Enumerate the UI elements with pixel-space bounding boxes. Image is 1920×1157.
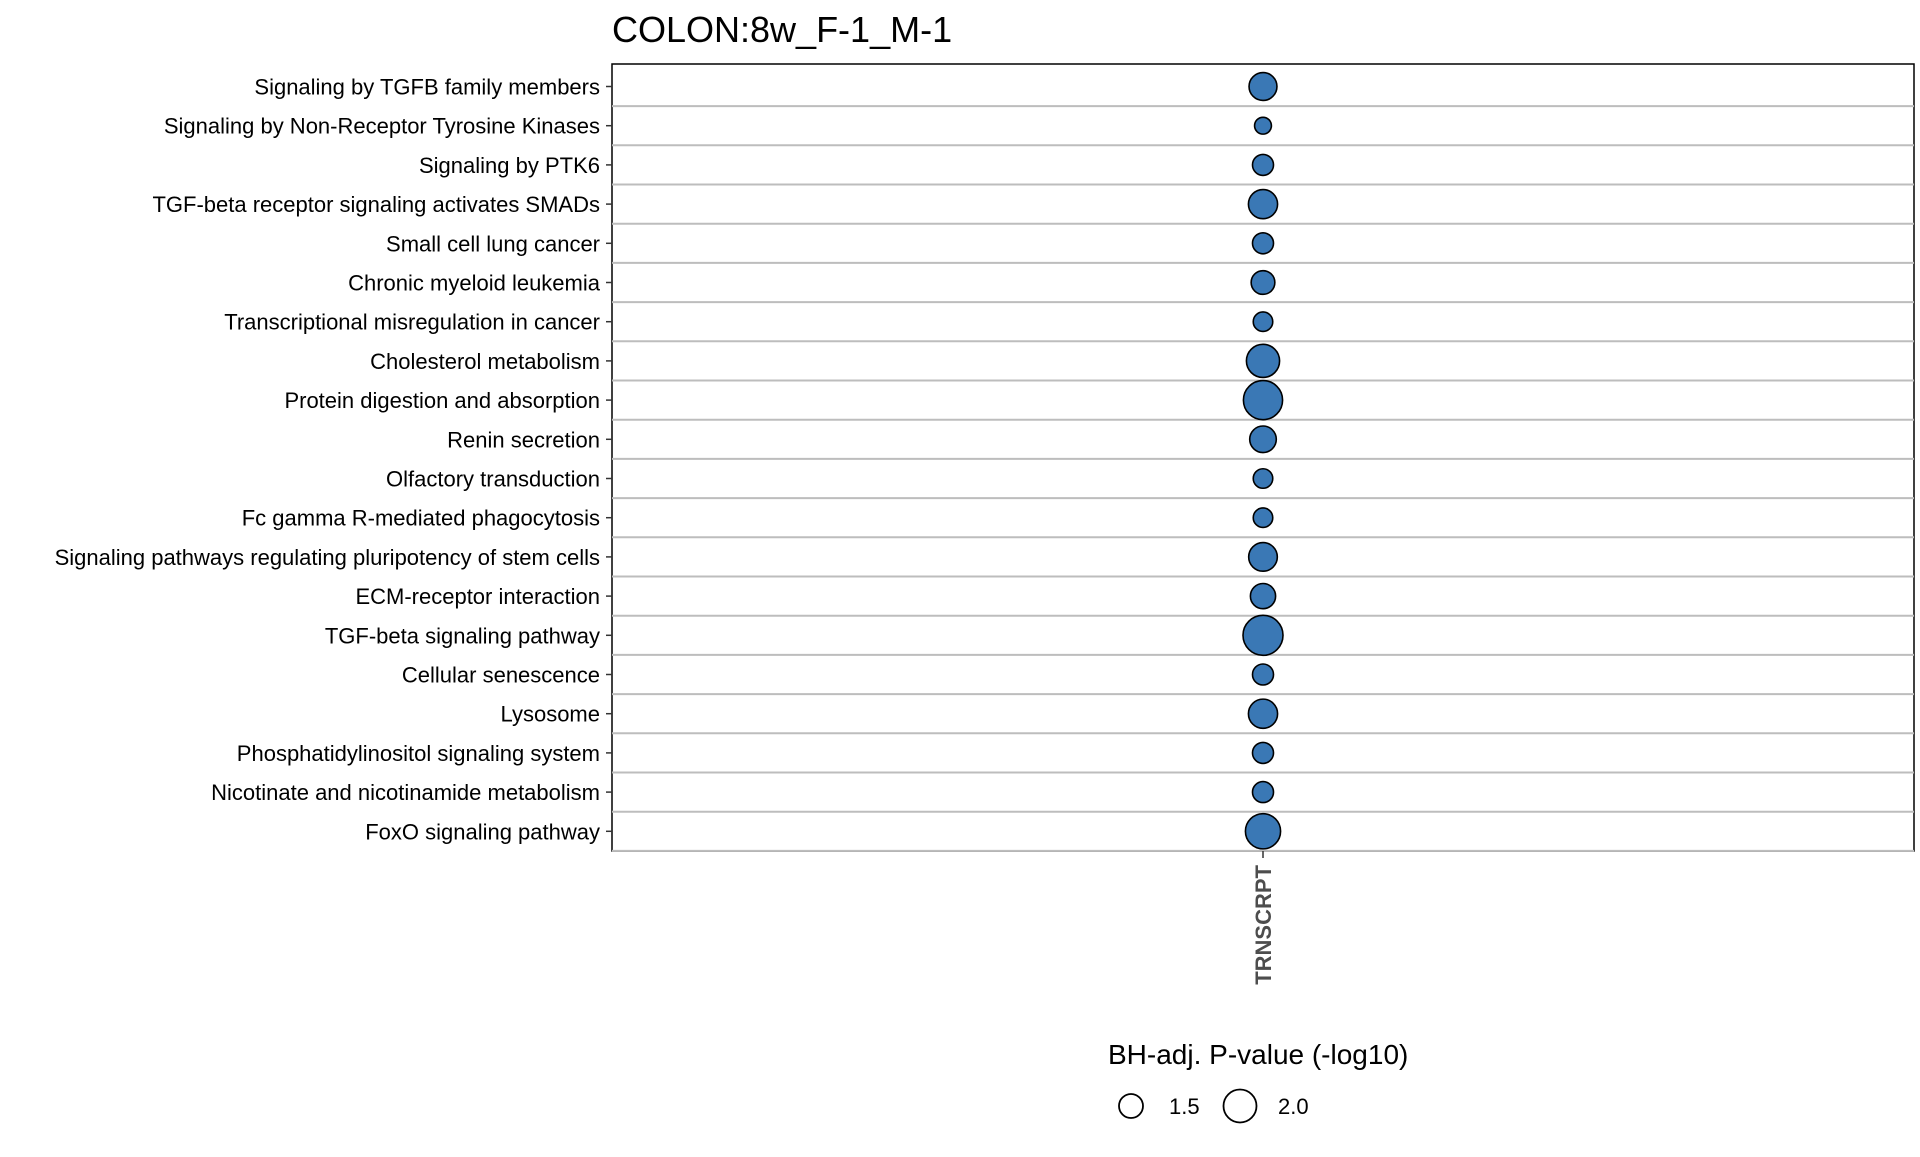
y-tick-label: FoxO signaling pathway <box>365 819 600 844</box>
y-tick-label: Chronic myeloid leukemia <box>348 271 601 296</box>
x-axis: TRNSCRPT <box>1251 851 1276 985</box>
data-point <box>1242 379 1284 421</box>
data-point <box>1244 812 1282 850</box>
data-point <box>1252 507 1274 529</box>
data-point <box>1251 741 1275 765</box>
y-tick-label: Signaling by Non-Receptor Tyrosine Kinas… <box>164 114 600 139</box>
legend-key <box>1222 1088 1258 1124</box>
chart-title: COLON:8w_F-1_M-1 <box>612 9 952 50</box>
y-tick-label: TGF-beta receptor signaling activates SM… <box>152 192 600 217</box>
data-point <box>1252 311 1274 333</box>
data-point <box>1251 231 1275 255</box>
legend-label: 1.5 <box>1169 1094 1200 1119</box>
y-tick-label: Protein digestion and absorption <box>284 388 600 413</box>
x-tick-label: TRNSCRPT <box>1251 864 1276 984</box>
y-tick-label: Cellular senescence <box>402 663 600 688</box>
y-tick-label: TGF-beta signaling pathway <box>325 623 600 648</box>
y-tick-label: Fc gamma R-mediated phagocytosis <box>242 506 600 531</box>
y-tick-label: Signaling by TGFB family members <box>254 75 600 100</box>
y-tick-label: Nicotinate and nicotinamide metabolism <box>211 780 600 805</box>
data-point <box>1248 71 1278 102</box>
y-tick-label: ECM-receptor interaction <box>355 584 600 609</box>
data-point <box>1253 116 1273 135</box>
y-axis: Signaling by TGFB family members Signalin… <box>55 75 612 844</box>
data-point <box>1249 582 1277 610</box>
y-tick-label: Cholesterol metabolism <box>370 349 600 374</box>
data-point <box>1247 188 1279 220</box>
y-tick-label: Transcriptional misregulation in cancer <box>224 310 600 335</box>
y-tick-label: Small cell lung cancer <box>386 231 600 256</box>
legend-title: BH-adj. P-value (-log10) <box>1108 1039 1408 1070</box>
points <box>1242 71 1284 850</box>
data-point <box>1245 343 1281 379</box>
y-tick-label: Renin secretion <box>447 427 600 452</box>
y-tick-label: Lysosome <box>501 702 600 727</box>
y-tick-label: Olfactory transduction <box>386 467 600 492</box>
data-point <box>1250 269 1276 296</box>
y-tick-label: Phosphatidylinositol signaling system <box>237 741 600 766</box>
y-tick-label: Signaling by PTK6 <box>419 153 600 178</box>
legend-label: 2.0 <box>1278 1094 1309 1119</box>
data-point <box>1251 663 1275 686</box>
data-point <box>1247 541 1279 573</box>
gridlines <box>612 105 1914 852</box>
data-point <box>1242 614 1284 657</box>
legend-key <box>1118 1093 1144 1119</box>
data-point <box>1248 425 1278 454</box>
data-point <box>1251 153 1275 177</box>
data-point <box>1252 467 1274 490</box>
data-point <box>1251 780 1275 804</box>
y-tick-label: Signaling pathways regulating pluripoten… <box>55 545 600 570</box>
size-legend: 1.5 2.0 <box>1118 1088 1309 1124</box>
data-point <box>1247 698 1279 730</box>
